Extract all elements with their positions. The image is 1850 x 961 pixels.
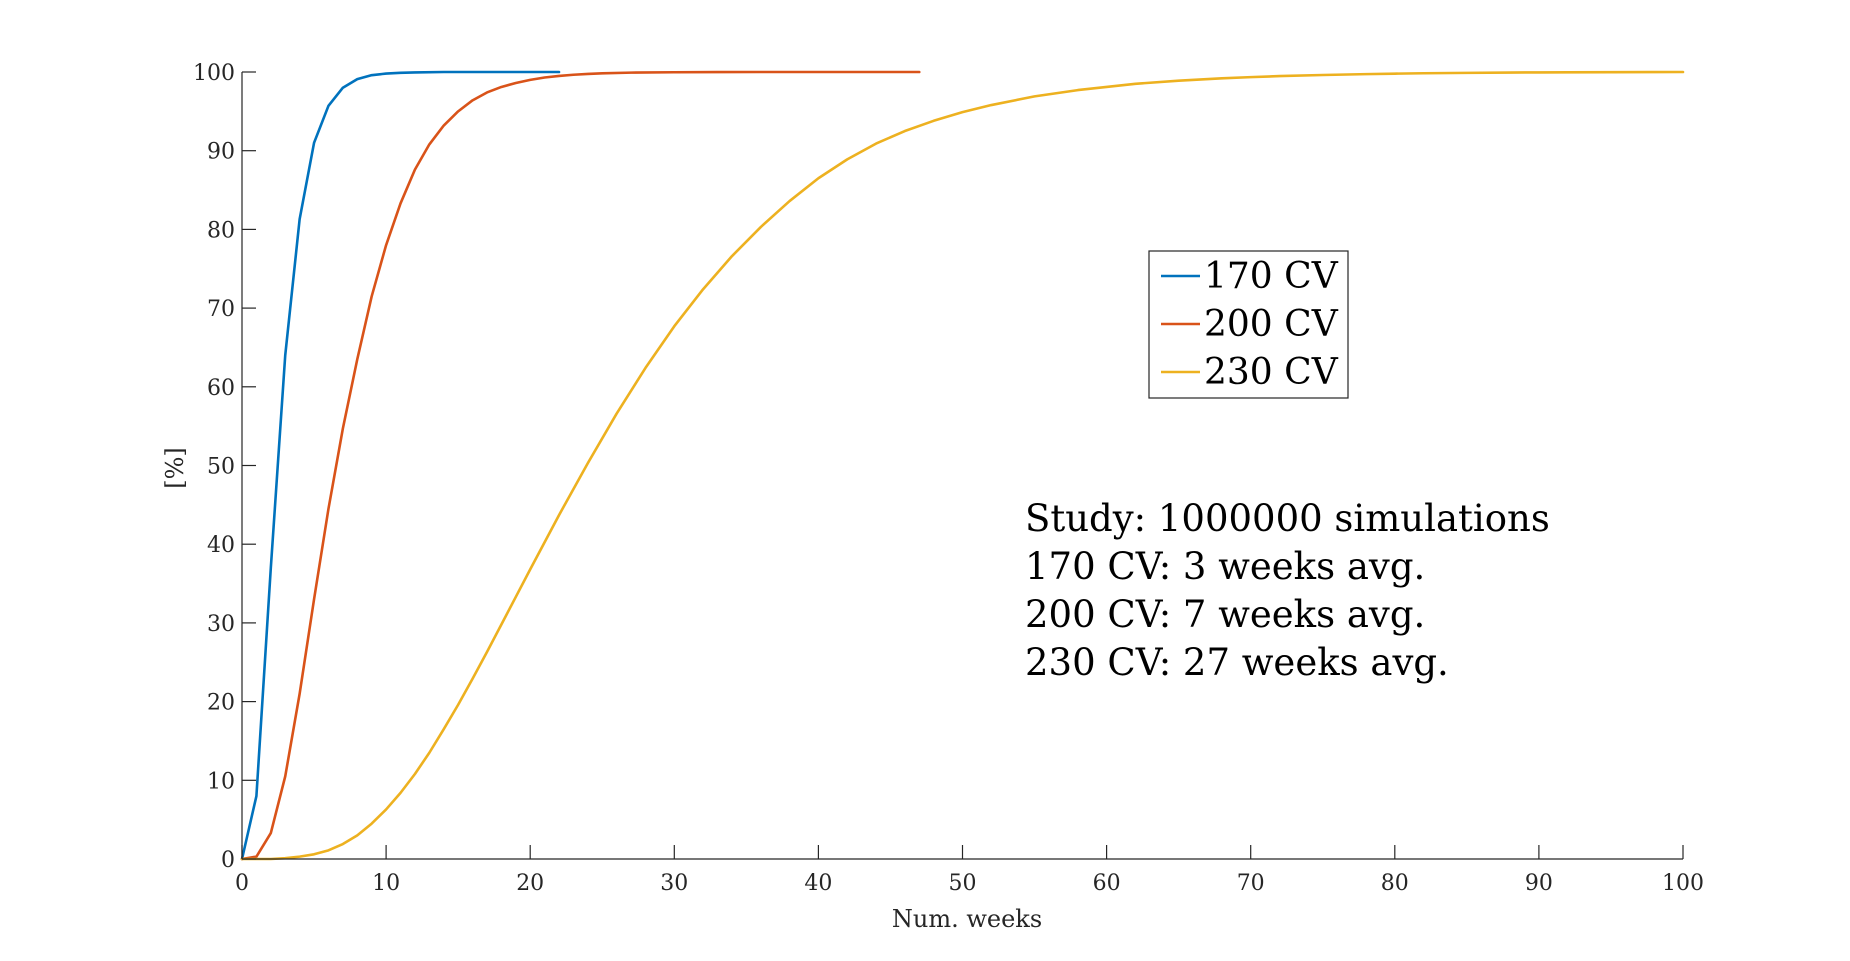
y-axis-label: [%] — [161, 447, 189, 489]
y-tick-label: 0 — [221, 848, 235, 873]
x-axis-label: Num. weeks — [892, 905, 1042, 933]
series-line-170-cv — [240, 70, 561, 861]
y-tick-label: 90 — [207, 140, 235, 165]
series-layer — [240, 70, 1685, 861]
annotation-line-230-cv: 230 CV: 27 weeks avg. — [1025, 641, 1449, 684]
series-line-230-cv — [240, 70, 1685, 861]
y-tick-label: 80 — [207, 218, 235, 243]
annotation-line-170-cv: 170 CV: 3 weeks avg. — [1025, 545, 1425, 588]
x-tick-label: 20 — [516, 871, 544, 896]
axes-layer: 0 10 20 30 40 50 60 70 80 90 100 0 10 20 30 40 50 60 70 80 9… — [193, 61, 1704, 896]
y-tick-label: 10 — [207, 769, 235, 794]
annotation-block: Study: 1000000 simulations 170 CV: 3 wee… — [1025, 497, 1550, 684]
x-tick-label: 50 — [949, 871, 977, 896]
x-tick-label: 30 — [660, 871, 688, 896]
x-tick-label: 40 — [804, 871, 832, 896]
legend-entry-230-cv: 230 CV — [1204, 352, 1339, 393]
y-tick-label: 60 — [207, 376, 235, 401]
annotation-line-study: Study: 1000000 simulations — [1025, 497, 1550, 540]
x-tick-label: 0 — [235, 871, 249, 896]
y-tick-label: 100 — [193, 61, 235, 86]
y-tick-label: 50 — [207, 455, 235, 480]
x-tick-label: 10 — [372, 871, 400, 896]
x-tick-label: 60 — [1093, 871, 1121, 896]
y-tick-label: 40 — [207, 533, 235, 558]
y-tick-label: 70 — [207, 297, 235, 322]
x-tick-label: 100 — [1662, 871, 1704, 896]
legend: 170 CV 200 CV 230 CV — [1148, 250, 1349, 399]
y-tick-label: 30 — [207, 612, 235, 637]
x-tick-label: 90 — [1525, 871, 1553, 896]
legend-entry-200-cv: 200 CV — [1204, 304, 1339, 345]
series-line-200-cv — [240, 70, 921, 861]
y-tick-label: 20 — [207, 691, 235, 716]
annotation-line-200-cv: 200 CV: 7 weeks avg. — [1025, 593, 1425, 636]
x-tick-label: 70 — [1237, 871, 1265, 896]
x-tick-label: 80 — [1381, 871, 1409, 896]
legend-entry-170-cv: 170 CV — [1204, 256, 1339, 297]
